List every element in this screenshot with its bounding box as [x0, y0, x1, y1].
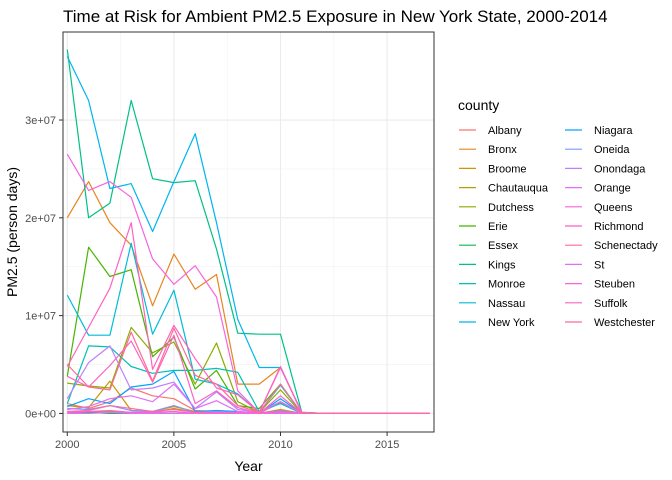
legend-label: Erie: [488, 221, 508, 233]
y-tick-label: 1e+07: [25, 311, 56, 323]
legend-label: Schenectady: [594, 240, 658, 252]
series-line-westchester: [66, 327, 430, 414]
y-axis-title: PM2.5 (person days): [4, 167, 20, 297]
x-tick-label: 2015: [375, 439, 399, 451]
legend-label: Westchester: [594, 317, 655, 329]
legend-label: St: [594, 259, 604, 271]
legend-label: Bronx: [488, 144, 517, 156]
legend-label: Chautauqua: [488, 183, 549, 195]
legend: county Albany Bronx Broome Chautauqua Dutche…: [458, 97, 658, 329]
y-tick-label: 0e+00: [25, 408, 56, 420]
plot-panel: [62, 31, 435, 433]
legend-label: Steuben: [594, 279, 635, 291]
legend-label: Onondaga: [594, 163, 646, 175]
x-tick-label: 2005: [162, 439, 186, 451]
y-tick-label: 3e+07: [25, 115, 56, 127]
x-tick-label: 2010: [268, 439, 292, 451]
x-tick-label: 2000: [55, 439, 79, 451]
legend-label: Niagara: [594, 125, 633, 137]
legend-label: Queens: [594, 202, 633, 214]
plot-border: [62, 31, 435, 433]
series-lines: [66, 49, 430, 414]
legend-label: Kings: [488, 259, 516, 271]
legend-title: county: [458, 97, 499, 113]
chart-title: Time at Risk for Ambient PM2.5 Exposure …: [63, 7, 608, 26]
legend-label: Albany: [488, 125, 522, 137]
legend-label: Suffolk: [594, 298, 628, 310]
legend-label: Nassau: [488, 298, 525, 310]
legend-label: New York: [488, 317, 535, 329]
x-axis-title: Year: [234, 458, 263, 474]
legend-label: Oneida: [594, 144, 630, 156]
y-tick-label: 2e+07: [25, 213, 56, 225]
legend-label: Broome: [488, 163, 527, 175]
x-axis: 2000 2005 2010 2015: [55, 432, 399, 451]
legend-label: Richmond: [594, 221, 644, 233]
legend-label: Essex: [488, 240, 518, 252]
legend-label: Dutchess: [488, 202, 534, 214]
legend-label: Monroe: [488, 279, 525, 291]
legend-label: Orange: [594, 183, 631, 195]
y-axis: 0e+00 1e+07 2e+07 3e+07: [25, 115, 63, 420]
